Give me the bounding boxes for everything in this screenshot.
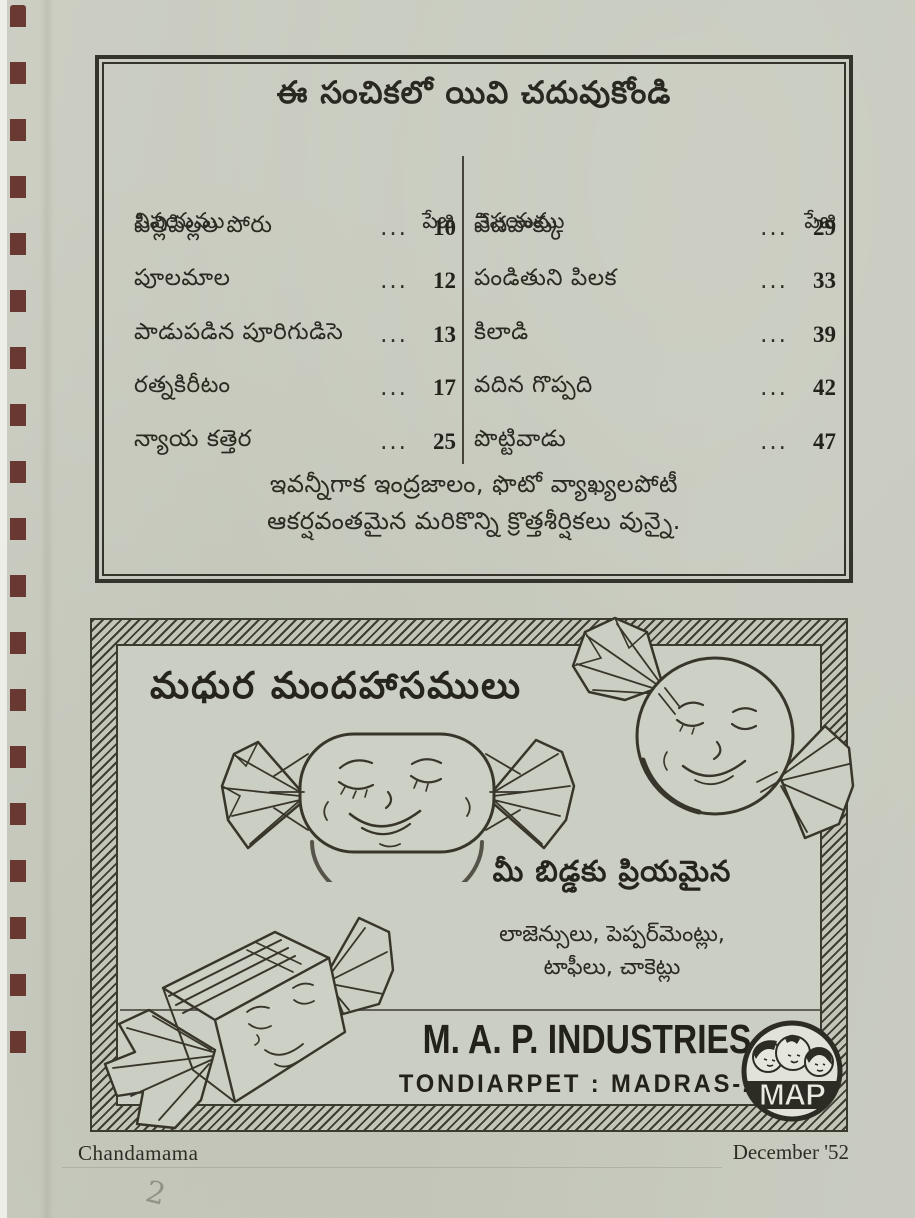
pencil-mark: 2 bbox=[142, 1174, 170, 1213]
toc-entry: పొట్టివాడు ... 47 bbox=[474, 415, 836, 469]
contents-note-line2: ఆకర్షవంతమైన మరికొన్ని క్రొత్తశీర్షికలు వ… bbox=[267, 507, 681, 535]
column-divider bbox=[462, 156, 464, 464]
map-logo-band bbox=[746, 1081, 838, 1109]
map-logo: MAP bbox=[741, 1020, 843, 1122]
toc-entry-title: పిల్లిపిల్లల పోరు bbox=[134, 211, 273, 238]
contents-column-left: పిల్లిపిల్లల పోరు ... 10 పూలమాల ... 12 ప… bbox=[134, 201, 456, 469]
ad-product-list: లాజెన్సులు, పెప్పర్‌మెంట్లు, టాఫీలు, చాక… bbox=[440, 918, 784, 984]
toc-entry-title: న్యాయ కత్తెర bbox=[134, 425, 252, 452]
toc-entry: కిలాడి ... 39 bbox=[474, 308, 836, 362]
toc-entry-dots: ... bbox=[760, 268, 788, 295]
round-candy-illustration bbox=[571, 616, 855, 840]
toc-entry-dots: ... bbox=[380, 321, 408, 348]
toc-entry: పాడుపడిన పూరిగుడిసె ... 13 bbox=[134, 308, 456, 362]
toc-entry: న్యాయ కత్తెర ... 25 bbox=[134, 415, 456, 469]
toc-entry-title: పూలమాల bbox=[134, 265, 231, 292]
toc-entry-title: పాడుపడిన పూరిగుడిసె bbox=[134, 318, 344, 345]
column-header-subject-left: విషయము bbox=[134, 209, 225, 234]
binding-marks bbox=[10, 5, 26, 1075]
ad-company-address: TONDIARPET : MADRAS-21 bbox=[398, 1070, 776, 1098]
toc-entry-dots: ... bbox=[760, 428, 788, 455]
fold-shadow bbox=[40, 0, 54, 1218]
toc-entry-dots: ... bbox=[380, 268, 408, 295]
toc-entry-title: రత్నకిరీటం bbox=[134, 372, 231, 399]
contents-box: ఈ సంచికలో యివి చదువుకోండి విషయము పేజి వి… bbox=[95, 55, 853, 583]
toc-entry-page: 13 bbox=[433, 321, 456, 347]
toc-entry-title: పొట్టివాడు bbox=[474, 425, 567, 452]
toc-entry: వదిన గొప్పది ... 42 bbox=[474, 362, 836, 416]
toc-entry-title: కిలాడి bbox=[474, 318, 529, 345]
toc-entry-dots: ... bbox=[380, 428, 408, 455]
toc-entry-page: 10 bbox=[433, 214, 456, 240]
issue-date: December '52 bbox=[732, 1140, 849, 1164]
toc-entry-page: 39 bbox=[813, 321, 836, 347]
ad-headline: మధుర మందహాసములు bbox=[150, 664, 523, 707]
toc-entry-page: 47 bbox=[813, 428, 836, 454]
toc-entry: పండితుని పిలక ... 33 bbox=[474, 255, 836, 309]
toc-entry: వేదవాక్కు ... 29 bbox=[474, 201, 836, 255]
ad-company-name: M. A. P. INDUSTRIES bbox=[422, 1016, 752, 1062]
toc-entry-dots: ... bbox=[760, 321, 788, 348]
toc-entry-title: పండితుని పిలక bbox=[474, 265, 618, 292]
column-header-page-right: పేజి bbox=[804, 209, 836, 234]
toc-entry: పిల్లిపిల్లల పోరు ... 10 bbox=[134, 201, 456, 255]
ad-divider-line bbox=[120, 1009, 822, 1011]
toc-entry: పూలమాల ... 12 bbox=[134, 255, 456, 309]
toc-entry-dots: ... bbox=[760, 214, 788, 241]
toc-entry-title: వేదవాక్కు bbox=[474, 211, 564, 238]
toc-entry-dots: ... bbox=[380, 375, 408, 402]
toc-entry-dots: ... bbox=[760, 375, 788, 402]
toc-entry: రత్నకిరీటం ... 17 bbox=[134, 362, 456, 416]
column-header-subject-right: విషయము bbox=[474, 209, 565, 234]
cylindrical-candy-illustration bbox=[220, 732, 576, 882]
advertisement: మధుర మందహాసములు bbox=[90, 616, 855, 1132]
contents-note-line1: ఇవన్నీగాక ఇంద్రజాలం, ఫొటో వ్యాఖ్యలపోటీ bbox=[269, 470, 679, 498]
toc-entry-page: 42 bbox=[813, 375, 836, 401]
toc-entry-page: 33 bbox=[813, 268, 836, 294]
wrapped-package-illustration bbox=[103, 916, 395, 1130]
toc-entry-page: 29 bbox=[813, 214, 836, 240]
map-logo-text: MAP bbox=[759, 1077, 825, 1112]
toc-entry-dots: ... bbox=[380, 214, 408, 241]
toc-entry-page: 25 bbox=[433, 428, 456, 454]
contents-title: ఈ సంచికలో యివి చదువుకోండి bbox=[276, 75, 672, 111]
toc-entry-page: 12 bbox=[433, 268, 456, 294]
toc-entry-page: 17 bbox=[433, 375, 456, 401]
column-header-page-left: పేజి bbox=[422, 209, 454, 234]
ad-product-line1: లాజెన్సులు, పెప్పర్‌మెంట్లు, bbox=[499, 922, 725, 947]
contents-column-right: వేదవాక్కు ... 29 పండితుని పిలక ... 33 కి… bbox=[474, 201, 836, 469]
toc-entry-title: వదిన గొప్పది bbox=[474, 372, 593, 399]
magazine-name: Chandamama bbox=[61, 1141, 725, 1168]
scan-edge bbox=[0, 0, 7, 1218]
children-faces-icon bbox=[752, 1034, 834, 1077]
ad-product-line2: టాఫీలు, చాకెట్లు bbox=[543, 955, 681, 980]
ad-tagline: మీ బిడ్డకు ప్రియమైన bbox=[492, 854, 732, 888]
